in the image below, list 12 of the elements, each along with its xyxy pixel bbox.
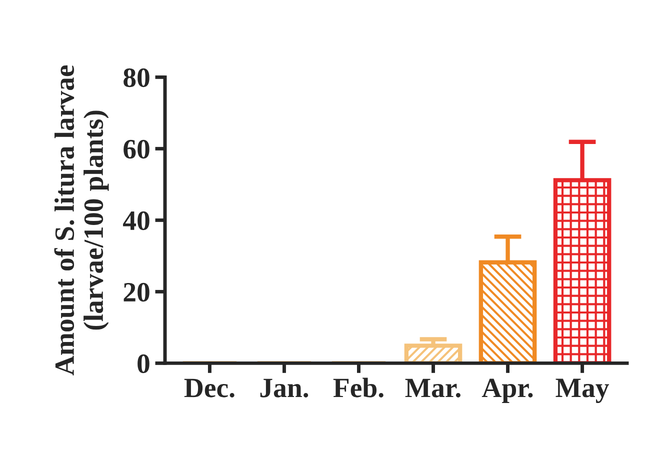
y-axis-title: Amount of S. litura larvae (larvae/100 plants) xyxy=(54,65,109,376)
y-tick-label: 40 xyxy=(123,211,150,230)
x-tick-label: Mar. xyxy=(405,378,460,398)
y-tick-label: 0 xyxy=(138,354,150,374)
x-tick-label: Feb. xyxy=(333,378,384,398)
x-tick-label: Dec. xyxy=(184,378,234,398)
y-tick-label: 20 xyxy=(124,282,150,302)
y-tick-label: 80 xyxy=(124,68,150,88)
x-tick-label: May xyxy=(556,378,610,403)
x-tick-label: Jan. xyxy=(260,378,308,398)
y-tick-label: 60 xyxy=(124,140,150,159)
x-tick-label: Apr. xyxy=(482,378,533,403)
